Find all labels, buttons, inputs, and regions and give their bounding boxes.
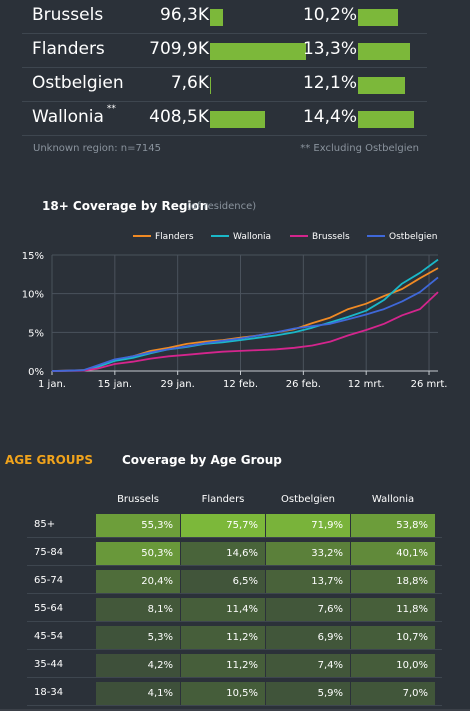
y-tick-label: 0% — [28, 367, 44, 378]
x-tick-label: 12 feb. — [223, 379, 258, 390]
age-coverage-cell: 75,7% — [181, 514, 265, 537]
age-coverage-cell: 50,3% — [96, 542, 180, 565]
age-coverage-cell: 4,1% — [96, 682, 180, 705]
age-group-label: 75-84 — [34, 547, 64, 558]
age-table-row: 18-34 4,1% 10,5% 5,9% 7,0% — [27, 681, 442, 706]
region-percent: 13,3% — [302, 39, 357, 59]
age-table-row: 65-74 20,4% 6,5% 13,7% 18,8% — [27, 569, 442, 594]
age-coverage-cell: 6,9% — [266, 626, 350, 649]
region-name: Ostbelgien — [32, 73, 124, 93]
x-tick-label: 15 jan. — [98, 379, 132, 390]
age-table-row: 75-84 50,3% 14,6% 33,2% 40,1% — [27, 541, 442, 566]
age-coverage-cell: 11,4% — [181, 598, 265, 621]
chart-subtitle: (of residence) — [187, 201, 257, 212]
age-group-label: 18-34 — [34, 687, 64, 698]
region-count: 408,5K — [149, 107, 209, 127]
age-group-label: 65-74 — [34, 575, 64, 586]
region-row: Wallonia ** 408,5K 14,4% — [22, 102, 427, 136]
region-count-bar — [210, 77, 212, 94]
region-row: Flanders 709,9K 13,3% — [22, 34, 427, 68]
legend-label: Flanders — [155, 232, 194, 242]
age-table-row: 45-54 5,3% 11,2% 6,9% 10,7% — [27, 625, 442, 650]
age-coverage-cell: 10,7% — [351, 626, 435, 649]
age-coverage-cell: 55,3% — [96, 514, 180, 537]
x-tick-label: 12 mrt. — [348, 379, 385, 390]
age-coverage-cell: 40,1% — [351, 542, 435, 565]
y-tick-label: 10% — [22, 290, 44, 301]
age-coverage-cell: 5,9% — [266, 682, 350, 705]
age-table-title: Coverage by Age Group — [122, 453, 282, 467]
region-count-bar — [210, 9, 224, 26]
series-line-ostbelgien — [51, 276, 439, 372]
x-tick-label: 26 mrt. — [411, 379, 448, 390]
legend-label: Ostbelgien — [389, 232, 438, 242]
age-group-label: 85+ — [34, 519, 56, 530]
region-count: 96,3K — [160, 5, 209, 25]
footnote-marker: ** — [106, 104, 116, 115]
x-tick-label: 26 feb. — [286, 379, 321, 390]
age-coverage-cell: 10,0% — [351, 654, 435, 677]
series-line-brussels — [51, 291, 439, 372]
age-column-header: Ostbelgien — [281, 494, 335, 505]
region-name: Brussels — [32, 5, 104, 25]
age-coverage-cell: 18,8% — [351, 570, 435, 593]
region-count-bar — [210, 43, 306, 60]
unknown-region-note: Unknown region: n=7145 — [33, 143, 161, 154]
age-coverage-cell: 11,8% — [351, 598, 435, 621]
region-percent-bar — [358, 111, 414, 128]
region-percent-bar — [358, 43, 410, 60]
region-percent: 12,1% — [302, 73, 357, 93]
age-coverage-cell: 71,9% — [266, 514, 350, 537]
region-summary-table: Brussels 96,3K 10,2% Flanders 709,9K 13,… — [22, 0, 427, 136]
region-count-bar — [210, 111, 266, 128]
age-coverage-cell: 6,5% — [181, 570, 265, 593]
region-name: Flanders — [32, 39, 105, 59]
age-coverage-cell: 11,2% — [181, 654, 265, 677]
bottom-divider — [0, 709, 470, 711]
region-count: 709,9K — [149, 39, 209, 59]
coverage-line-chart: 0% 5% 10% 15% 1 jan. 15 jan. 29 jan. 12 feb. 26 … — [22, 232, 448, 390]
legend-label: Wallonia — [233, 232, 271, 242]
series-line-flanders — [51, 267, 439, 372]
region-name: Wallonia ** — [32, 104, 116, 127]
age-group-label: 35-44 — [34, 659, 64, 670]
series-line-wallonia — [51, 258, 439, 372]
x-tick-label: 29 jan. — [161, 379, 195, 390]
age-coverage-cell: 4,2% — [96, 654, 180, 677]
age-table-row: 55-64 8,1% 11,4% 7,6% 11,8% — [27, 597, 442, 622]
region-count: 7,6K — [170, 73, 209, 93]
age-column-header: Brussels — [117, 494, 159, 505]
age-table-row: 85+ 55,3% 75,7% 71,9% 53,8% — [27, 513, 442, 538]
region-row: Brussels 96,3K 10,2% — [22, 0, 427, 34]
region-row: Ostbelgien 7,6K 12,1% — [22, 68, 427, 102]
age-table-row: 35-44 4,2% 11,2% 7,4% 10,0% — [27, 653, 442, 678]
age-group-label: 55-64 — [34, 603, 64, 614]
region-percent-bar — [358, 77, 406, 94]
age-group-label: 45-54 — [34, 631, 64, 642]
region-percent-bar — [358, 9, 398, 26]
age-column-header: Flanders — [201, 494, 245, 505]
age-coverage-cell: 7,4% — [266, 654, 350, 677]
excluding-note: ** Excluding Ostbelgien — [300, 143, 419, 154]
age-coverage-cell: 7,0% — [351, 682, 435, 705]
age-coverage-cell: 20,4% — [96, 570, 180, 593]
age-coverage-cell: 5,3% — [96, 626, 180, 649]
age-coverage-cell: 53,8% — [351, 514, 435, 537]
legend-label: Brussels — [312, 232, 350, 242]
y-tick-label: 15% — [22, 251, 44, 262]
chart-title: 18+ Coverage by Region — [42, 199, 209, 213]
age-coverage-cell: 14,6% — [181, 542, 265, 565]
region-percent: 10,2% — [302, 5, 357, 25]
age-coverage-cell: 7,6% — [266, 598, 350, 621]
age-column-header: Wallonia — [371, 494, 415, 505]
y-tick-label: 5% — [28, 328, 44, 339]
age-coverage-cell: 11,2% — [181, 626, 265, 649]
age-coverage-cell: 10,5% — [181, 682, 265, 705]
age-coverage-cell: 8,1% — [96, 598, 180, 621]
age-groups-heading[interactable]: AGE GROUPS — [5, 453, 93, 467]
age-coverage-cell: 33,2% — [266, 542, 350, 565]
age-coverage-cell: 13,7% — [266, 570, 350, 593]
region-percent: 14,4% — [302, 107, 357, 127]
x-tick-label: 1 jan. — [38, 379, 66, 390]
